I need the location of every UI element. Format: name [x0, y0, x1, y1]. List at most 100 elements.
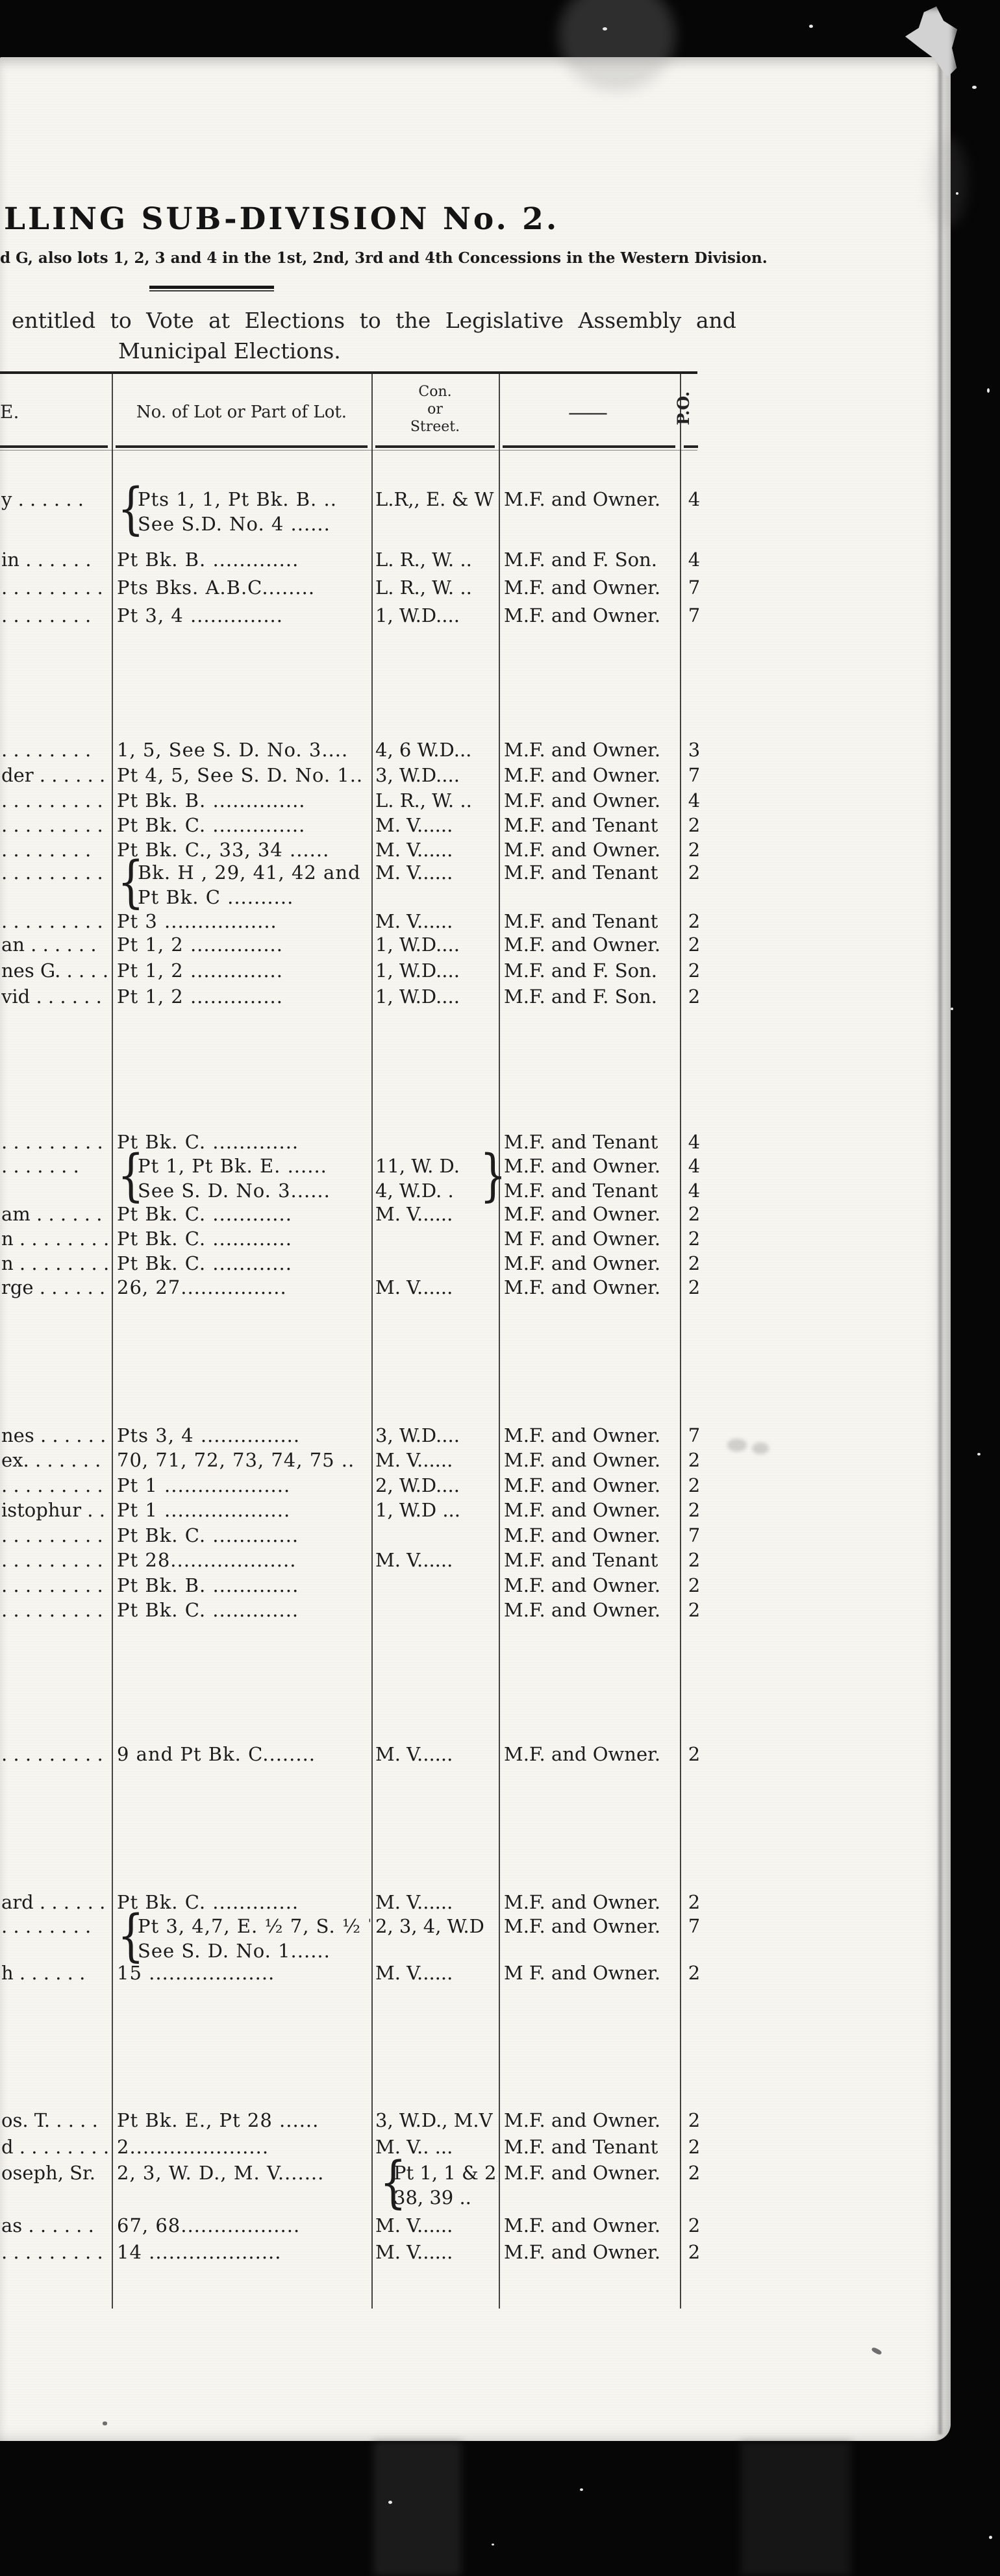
scan-smudge	[766, 234, 909, 338]
voter-name-fragment: . . . . . . . .	[1, 739, 92, 761]
franchise-cell: M.F. and F. Son.	[504, 985, 657, 1008]
franchise-cell: M.F. and Owner.	[504, 576, 661, 599]
table-row: vid . . . . . . Pt 1, 2 .............. 1, …	[0, 985, 708, 1009]
table-row: d . . . . . . . . 2..................... M…	[0, 2136, 708, 2159]
con-header-line: Street.	[410, 419, 460, 435]
con-cell: M. V......	[375, 1276, 453, 1298]
con-header-line: Con.	[418, 384, 452, 400]
voter-name-fragment: . . . . . . .	[1, 1155, 79, 1177]
header-underline-seg	[684, 445, 698, 448]
franchise-cell: M.F. and Tenant	[504, 814, 658, 836]
table-row: . . . . . . . . .{Bk. H , 29, 41, 42 and…	[0, 854, 708, 910]
intro-line-2: Municipal Elections.	[118, 338, 341, 364]
lot-cell: Pt Bk. B. .............	[117, 1574, 299, 1596]
voter-name-fragment: an . . . . . .	[1, 934, 97, 956]
lot-cell: Pts Bks. A.B.C........	[117, 576, 316, 599]
table-row: . . . . . . .{Pt 1, Pt Bk. E. ...... See …	[0, 1148, 708, 1204]
con-cell: 3, W.D., M.V	[375, 2109, 493, 2131]
table-row: . . . . . . . . Pt Bk. C., 33, 34 ...... M…	[0, 839, 708, 862]
con-header-line: or	[427, 401, 443, 417]
con-cell: 3, W.D....	[375, 1424, 460, 1446]
lot-cell: 2.....................	[117, 2136, 269, 2158]
ghost-print-mark	[752, 1443, 769, 1454]
con-cell: M. V......	[375, 1549, 453, 1571]
con-cell-line: 11, W. D.	[375, 1155, 460, 1177]
po-number-cell: 2	[688, 1276, 701, 1298]
con-cell: M. V......	[375, 2214, 453, 2236]
con-cell: M. V......	[375, 814, 453, 836]
po-number-cell: 7	[688, 1524, 701, 1546]
voter-name-fragment: h . . . . . .	[1, 1962, 86, 1984]
table-row: nes G. . . . . Pt 1, 2 .............. 1, W…	[0, 960, 708, 983]
con-cell: M. V......	[375, 1449, 453, 1471]
table-row: der . . . . . . Pt 4, 5, See S. D. No. 1.…	[0, 764, 708, 787]
voter-name-fragment: . . . . . . . . .	[1, 861, 103, 884]
po-number-cell: 4	[688, 549, 701, 571]
con-cell: 2, W.D....	[375, 1474, 460, 1496]
voter-name-fragment: . . . . . . . . .	[1, 1549, 103, 1571]
con-cell: 1, W.D ...	[375, 1499, 460, 1521]
franchise-cell: M.F. and Owner.	[504, 1155, 661, 1177]
dust-speck	[977, 1453, 981, 1455]
voter-name-fragment: am . . . . . .	[1, 1203, 103, 1225]
franchise-cell: M.F. and Owner.	[504, 1891, 661, 1913]
lot-cell-line: Pt 1, Pt Bk. E. ......	[138, 1155, 327, 1177]
con-cell: 1, W.D....	[375, 604, 460, 626]
franchise-cell: M.F. and Owner.	[504, 1574, 661, 1596]
franchise-cell: M.F. and Tenant	[504, 1549, 658, 1571]
franchise-cell: M.F. and Tenant	[504, 910, 658, 932]
po-number-cell: 2	[688, 2162, 701, 2184]
col-header-con-or-street: Con. or Street.	[371, 383, 499, 436]
lot-cell: Pt 1 ...................	[117, 1474, 291, 1496]
franchise-cell: M.F. and Owner.	[504, 1743, 661, 1765]
intro-line-1: entitled to Vote at Elections to the Leg…	[12, 308, 736, 333]
table-top-rule	[0, 371, 697, 374]
scan-streak	[373, 2441, 461, 2576]
con-cell: M. V......	[375, 839, 453, 861]
po-number-cell: 2	[688, 1499, 701, 1521]
franchise-cell: M.F. and Owner.	[504, 1499, 661, 1521]
table-row: . . . . . . . . . Pt 28..................…	[0, 1549, 708, 1572]
franchise-cell: M.F. and Owner.	[504, 934, 661, 956]
lot-cell: Pt 1, 2 ..............	[117, 960, 283, 982]
po-number-cell: 4	[688, 488, 701, 510]
lot-cell: 26, 27................	[117, 1276, 287, 1298]
lot-cell: Pt Bk. C. ............	[117, 1203, 292, 1225]
con-cell: M. V.. ...	[375, 2136, 453, 2158]
franchise-cell: M.F. and Owner.	[504, 1203, 661, 1225]
franchise-cell: M.F. and Owner.	[504, 2241, 661, 2263]
lot-cell: 70, 71, 72, 73, 74, 75 ..	[117, 1449, 355, 1471]
con-cell: 1, W.D....	[375, 934, 460, 956]
voter-name-fragment: y . . . . . .	[1, 488, 84, 510]
dust-speck	[951, 1008, 953, 1010]
voter-name-fragment: . . . . . . . . .	[1, 1599, 103, 1621]
po-number-cell: 2	[688, 1574, 701, 1596]
franchise-cell: M.F. and Owner.	[504, 1599, 661, 1621]
table-row: oseph, Sr. 2, 3, W. D., M. V.......{Pt 1,…	[0, 2155, 708, 2211]
po-number-cell: 2	[688, 1743, 701, 1765]
voter-name-fragment: d . . . . . . . .	[1, 2136, 110, 2158]
header-underline-seg	[116, 445, 368, 448]
voter-name-fragment: n . . . . . . . .	[1, 1252, 110, 1274]
lot-cell: Pt Bk. E., Pt 28 ......	[117, 2109, 319, 2131]
dust-speck	[987, 388, 990, 393]
table-row: . . . . . . . . . Pt Bk. C. .............…	[0, 1599, 708, 1622]
po-number-cell: 2	[688, 1449, 701, 1471]
franchise-cell: M.F. and Tenant	[504, 1131, 658, 1153]
lot-brace: {	[117, 477, 144, 541]
voter-name-fragment: ex. . . . . . .	[1, 1449, 101, 1471]
franchise-cell: M.F. and Owner.	[504, 2109, 661, 2131]
voter-name-fragment: . . . . . . . . .	[1, 814, 103, 836]
voter-name-fragment: n . . . . . . . .	[1, 1228, 110, 1250]
voter-name-fragment: . . . . . . . . . .	[1, 2241, 110, 2263]
con-cell: 3, W.D....	[375, 764, 460, 786]
lot-cell: 15 ...................	[117, 1962, 275, 1984]
po-number-cell: 2	[688, 861, 701, 884]
table-row: . . . . . . . . . Pt Bk. B. .............…	[0, 1574, 708, 1598]
voter-name-fragment: vid . . . . . .	[1, 985, 102, 1008]
po-number-cell: 4	[688, 1155, 701, 1177]
voter-name-fragment: oseph, Sr.	[1, 2162, 95, 2184]
franchise-cell: M.F. and Owner.	[504, 789, 661, 811]
lot-cell: Pt Bk. C. .............	[117, 1131, 299, 1153]
